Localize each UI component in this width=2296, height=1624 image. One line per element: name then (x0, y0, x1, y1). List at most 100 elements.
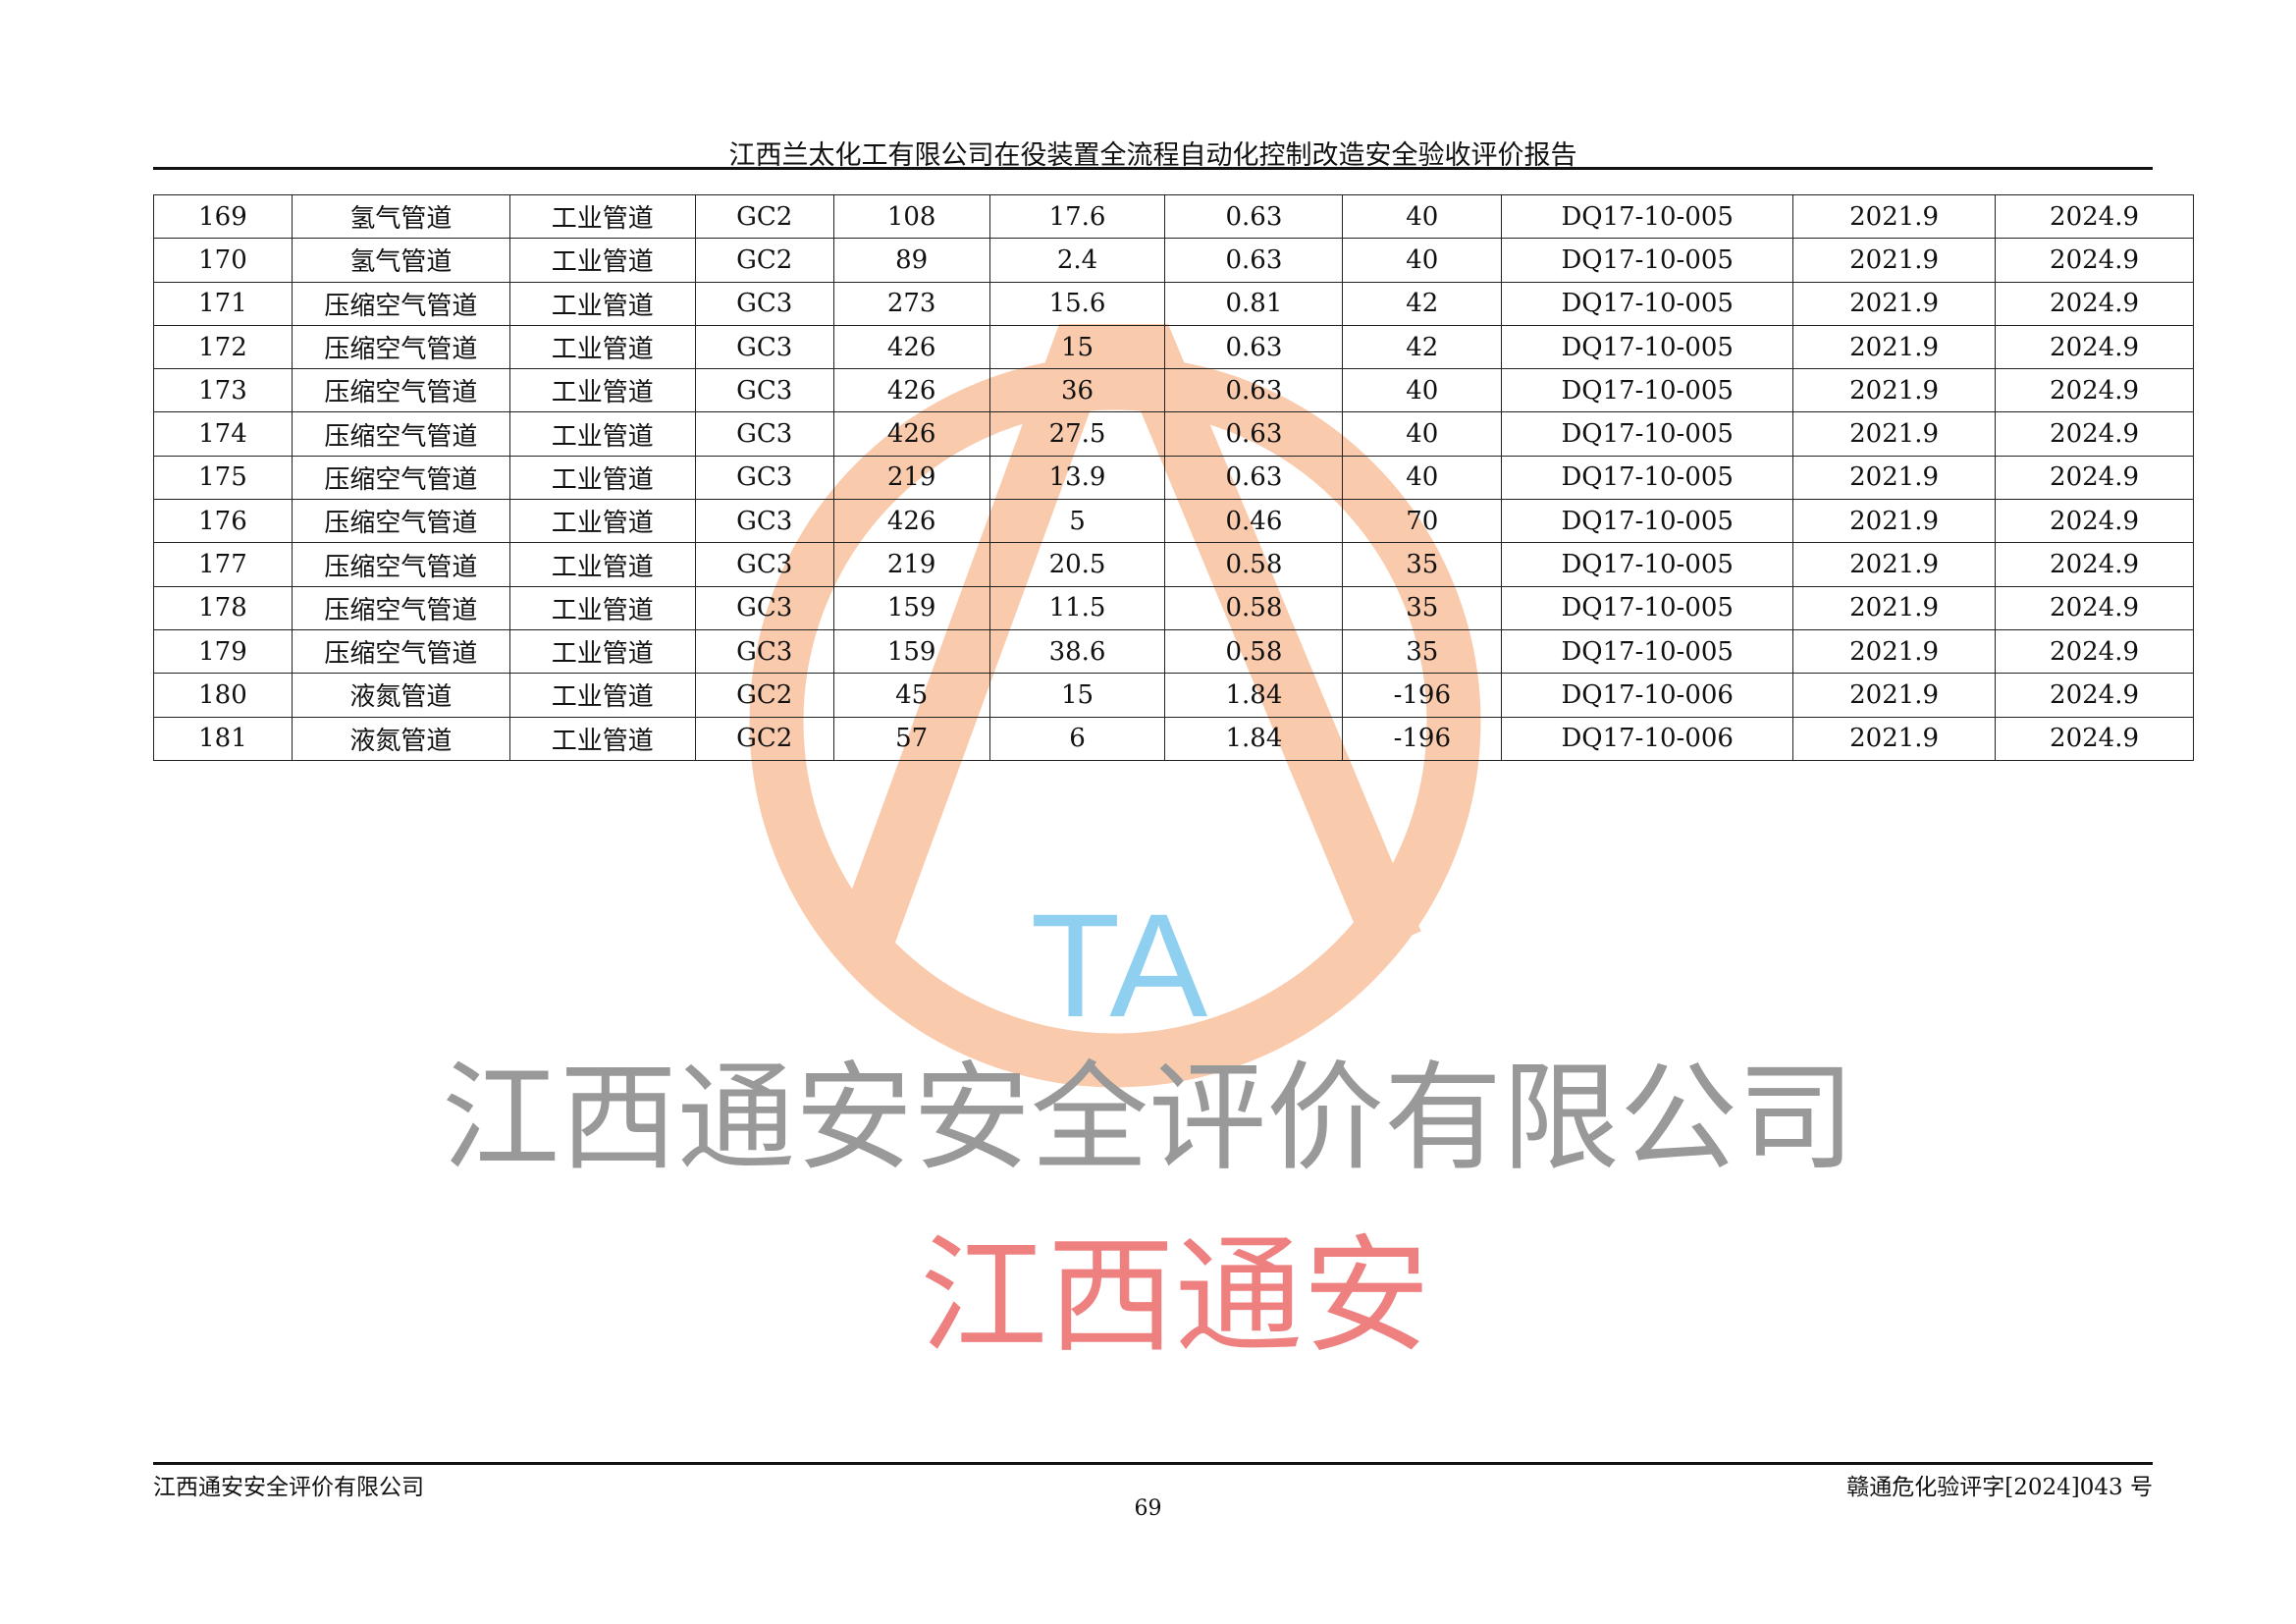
table-row: 179 压缩空气管道 工业管道 GC3 159 38.6 0.58 35 DQ17-10-005… (153, 628, 2194, 675)
table-cell: 2021.9 (1792, 281, 1997, 326)
header-divider (153, 167, 2153, 170)
table-cell: 工业管道 (508, 628, 696, 675)
table-cell: -196 (1342, 716, 1503, 761)
table-row: 177 压缩空气管道 工业管道 GC3 219 20.5 0.58 35 DQ17-10-005… (153, 542, 2194, 587)
table-cell: 0.58 (1164, 585, 1344, 630)
table-row: 175 压缩空气管道 工业管道 GC3 219 13.9 0.63 40 DQ17-10-005… (153, 455, 2194, 501)
table-cell: 40 (1342, 193, 1503, 240)
table-cell: 氢气管道 (291, 193, 510, 240)
table-cell: 171 (153, 281, 293, 326)
page-header-title: 江西兰太化工有限公司在役装置全流程自动化控制改造安全验收评价报告 (728, 140, 1577, 171)
table-cell: 氢气管道 (291, 238, 510, 283)
table-cell: 工业管道 (508, 499, 696, 544)
table-cell: 35 (1342, 585, 1503, 630)
table-cell: DQ17-10-005 (1501, 281, 1794, 326)
table-cell: 工业管道 (508, 673, 696, 718)
table-cell: DQ17-10-006 (1501, 673, 1794, 718)
table-cell: 2024.9 (1995, 238, 2194, 283)
table-cell: 13.9 (988, 455, 1166, 501)
table-row: 173 压缩空气管道 工业管道 GC3 426 36 0.63 40 DQ17-10-005 20… (153, 368, 2194, 413)
table-cell: 17.6 (988, 193, 1166, 240)
table-cell: 工业管道 (508, 411, 696, 457)
table-cell: GC3 (694, 281, 834, 326)
table-cell: 压缩空气管道 (291, 368, 510, 413)
footer-divider (153, 1462, 2153, 1465)
table-row: 172 压缩空气管道 工业管道 GC3 426 15 0.63 42 DQ17-10-005 20… (153, 324, 2194, 370)
table-cell: 179 (153, 628, 293, 675)
table-cell: DQ17-10-005 (1501, 238, 1794, 283)
table-cell: 2024.9 (1995, 673, 2194, 718)
table-cell: 89 (832, 238, 990, 283)
table-cell: 工业管道 (508, 238, 696, 283)
table-cell: 159 (832, 585, 990, 630)
table-row: 174 压缩空气管道 工业管道 GC3 426 27.5 0.63 40 DQ17-10-005… (153, 411, 2194, 457)
table-cell: 426 (832, 499, 990, 544)
table-cell: GC3 (694, 542, 834, 587)
table-cell: DQ17-10-005 (1501, 368, 1794, 413)
table-cell: 15.6 (988, 281, 1166, 326)
table-cell: 0.81 (1164, 281, 1344, 326)
watermark-logo-text: 江西通安 (920, 1221, 1430, 1371)
table-cell: 176 (153, 499, 293, 544)
table-cell: 70 (1342, 499, 1503, 544)
table-cell: 2021.9 (1792, 585, 1997, 630)
table-cell: 426 (832, 411, 990, 457)
table-cell: 2024.9 (1995, 193, 2194, 240)
watermark-diagonal-text: 江西通安安全评价有限公司 (442, 1051, 1855, 1187)
table-cell: 0.63 (1164, 324, 1344, 370)
table-cell: 2024.9 (1995, 628, 2194, 675)
table-cell: GC2 (694, 673, 834, 718)
table-cell: 35 (1342, 542, 1503, 587)
footer-company: 江西通安安全评价有限公司 (153, 1475, 424, 1500)
table-cell: 2021.9 (1792, 628, 1997, 675)
table-cell: 0.63 (1164, 238, 1344, 283)
table-cell: DQ17-10-005 (1501, 324, 1794, 370)
table-cell: 175 (153, 455, 293, 501)
table-row: 181 液氮管道 工业管道 GC2 57 6 1.84 -196 DQ17-10-006 2021… (153, 716, 2194, 761)
table-cell: 181 (153, 716, 293, 761)
table-cell: 2024.9 (1995, 455, 2194, 501)
footer-report-number: 赣通危化验评字[2024]043 号 (1846, 1475, 2153, 1500)
table-cell: 0.63 (1164, 455, 1344, 501)
table-cell: 0.63 (1164, 193, 1344, 240)
table-cell: 170 (153, 238, 293, 283)
table-cell: 42 (1342, 281, 1503, 326)
table-cell: 173 (153, 368, 293, 413)
table-cell: GC3 (694, 368, 834, 413)
table-cell: 2021.9 (1792, 324, 1997, 370)
table-row: 169 氢气管道 工业管道 GC2 108 17.6 0.63 40 DQ17-10-005 20… (153, 193, 2194, 240)
table-cell: 0.58 (1164, 628, 1344, 675)
table-cell: 2024.9 (1995, 585, 2194, 630)
table-cell: 工业管道 (508, 455, 696, 501)
table-cell: 172 (153, 324, 293, 370)
table-row: 176 压缩空气管道 工业管道 GC3 426 5 0.46 70 DQ17-10-005 202… (153, 499, 2194, 544)
table-cell: 压缩空气管道 (291, 411, 510, 457)
table-cell: DQ17-10-005 (1501, 193, 1794, 240)
table-cell: 2021.9 (1792, 455, 1997, 501)
table-cell: 273 (832, 281, 990, 326)
table-cell: 177 (153, 542, 293, 587)
table-cell: 2021.9 (1792, 193, 1997, 240)
table-cell: GC2 (694, 238, 834, 283)
table-cell: 42 (1342, 324, 1503, 370)
table-cell: 0.63 (1164, 411, 1344, 457)
table-cell: 工业管道 (508, 542, 696, 587)
table-cell: DQ17-10-005 (1501, 411, 1794, 457)
table-cell: 工业管道 (508, 324, 696, 370)
table-cell: 169 (153, 193, 293, 240)
table-cell: 5 (988, 499, 1166, 544)
watermark-letters: TA (1031, 883, 1208, 1048)
table-cell: 40 (1342, 238, 1503, 283)
table-cell: 159 (832, 628, 990, 675)
table-cell: GC3 (694, 411, 834, 457)
table-cell: DQ17-10-005 (1501, 499, 1794, 544)
table-cell: 426 (832, 368, 990, 413)
table-cell: 2024.9 (1995, 542, 2194, 587)
table-cell: 2024.9 (1995, 499, 2194, 544)
table-cell: 2024.9 (1995, 281, 2194, 326)
pipeline-table: 169 氢气管道 工业管道 GC2 108 17.6 0.63 40 DQ17-10-005 20… (153, 193, 2194, 761)
table-cell: 15 (988, 673, 1166, 718)
table-cell: 20.5 (988, 542, 1166, 587)
table-cell: GC3 (694, 455, 834, 501)
table-row: 180 液氮管道 工业管道 GC2 45 15 1.84 -196 DQ17-10-006 202… (153, 673, 2194, 718)
